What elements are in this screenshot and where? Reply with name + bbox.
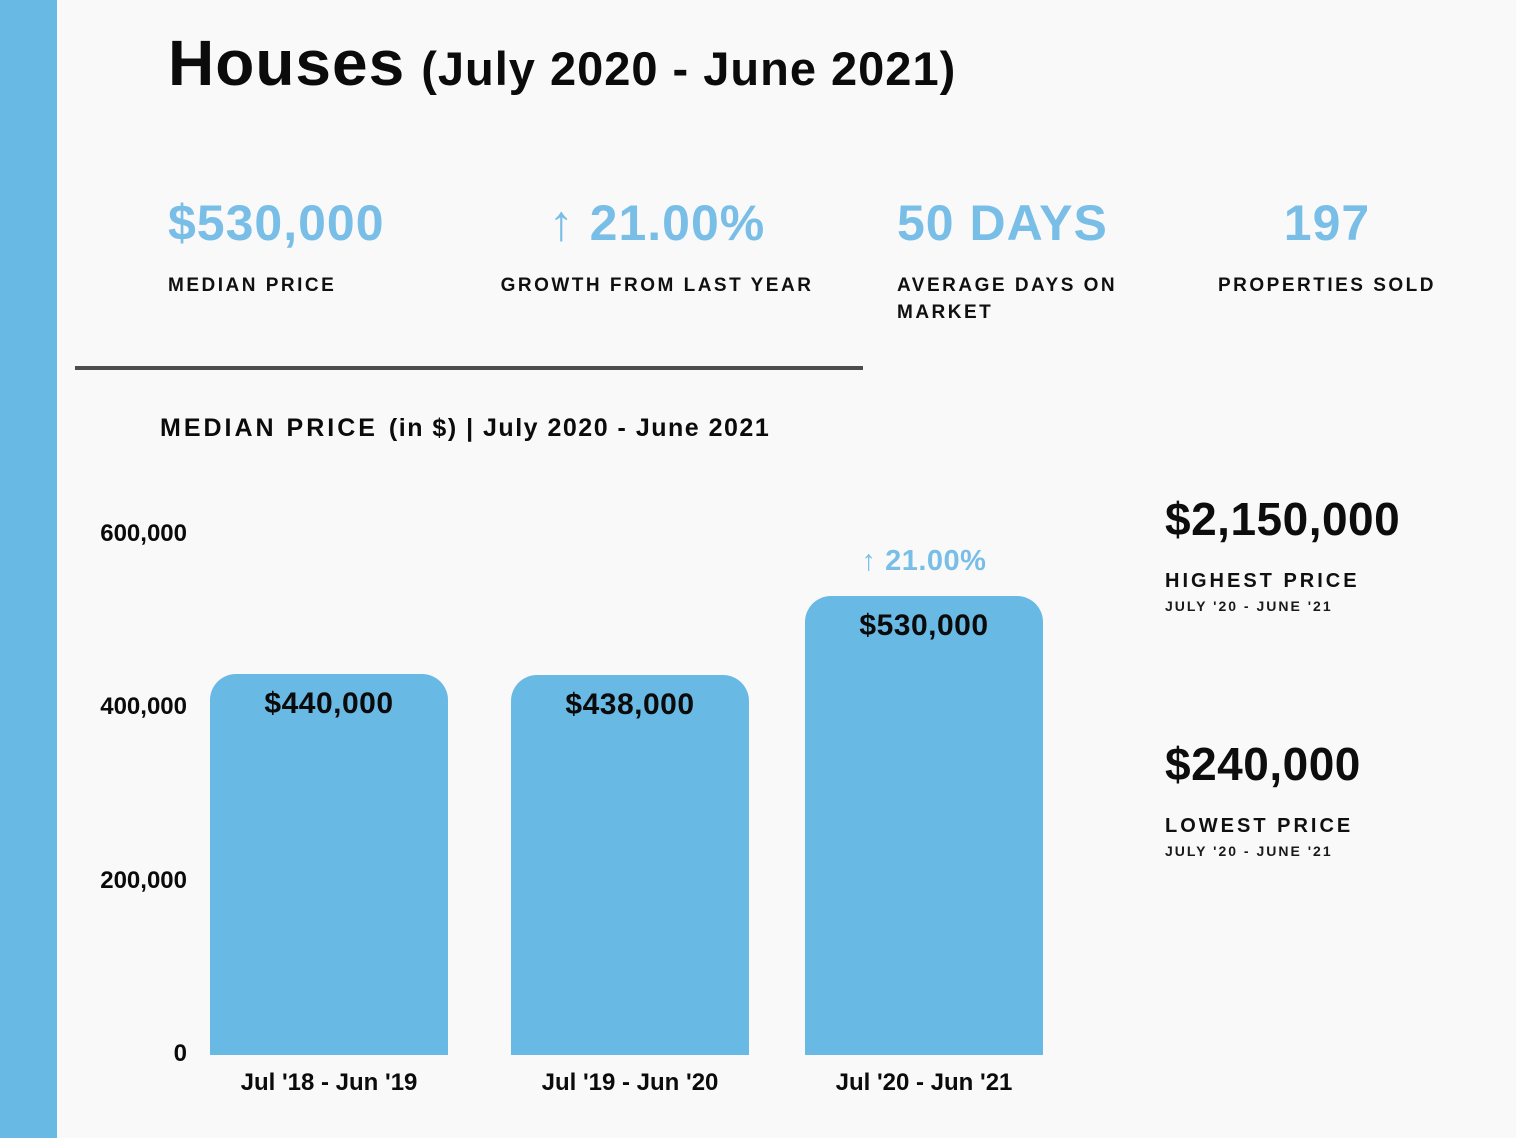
stat-median-price-label: MEDIAN PRICE	[168, 275, 337, 296]
y-axis-tick: 600,000	[100, 520, 187, 547]
page-title: Houses (July 2020 - June 2021)	[168, 26, 956, 100]
stat-properties-sold-label: PROPERTIES SOLD	[1217, 275, 1437, 296]
y-axis-tick: 0	[173, 1040, 187, 1067]
y-axis-tick: 400,000	[100, 693, 187, 721]
bar-Jul '18 - Jun '19	[210, 673, 448, 1055]
stat-growth-value: ↑ 21.00%	[548, 195, 766, 251]
bar-value-label: $438,000	[565, 688, 695, 722]
stat-growth-label: GROWTH FROM LAST YEAR	[500, 275, 814, 296]
stat-days-on-market-label: AVERAGE DAYS ON MARKET	[897, 275, 1118, 323]
bar-Jul '20 - Jun '21	[805, 595, 1043, 1055]
stat-highest-price-value: $2,150,000	[1165, 493, 1401, 545]
stat-highest-price: $2,150,000 HIGHEST PRICE JULY '20 - JUNE…	[1165, 492, 1510, 614]
stat-days-on-market-value: 50 DAYS	[897, 195, 1108, 251]
page-title-main: Houses	[168, 27, 406, 99]
x-axis-label: Jul '18 - Jun '19	[240, 1069, 418, 1096]
x-axis-label: Jul '19 - Jun '20	[541, 1069, 719, 1096]
bar-value-label: $440,000	[264, 686, 394, 720]
stat-properties-sold-value: 197	[1283, 195, 1371, 251]
stat-properties-sold: 197 PROPERTIES SOLD	[1213, 196, 1441, 300]
stat-highest-price-label: HIGHEST PRICE	[1165, 570, 1360, 592]
stat-lowest-price-value: $240,000	[1165, 738, 1361, 790]
stat-days-on-market: 50 DAYS AVERAGE DAYS ON MARKET	[897, 196, 1147, 326]
chart-title-emphasis: MEDIAN PRICE	[160, 414, 378, 442]
y-axis-tick: 200,000	[100, 866, 187, 894]
chart-title: MEDIAN PRICE (in $) | July 2020 - June 2…	[160, 414, 770, 443]
growth-annotation: ↑ 21.00%	[861, 544, 987, 577]
chart-title-rest: (in $) | July 2020 - June 2021	[388, 414, 771, 442]
stat-lowest-price-period: JULY '20 - JUNE '21	[1165, 843, 1333, 859]
stat-median-price-value: $530,000	[168, 195, 385, 251]
x-axis-label: Jul '20 - Jun '21	[835, 1069, 1013, 1096]
page-title-period: (July 2020 - June 2021)	[421, 42, 957, 95]
stat-growth: ↑ 21.00% GROWTH FROM LAST YEAR	[487, 196, 827, 300]
stat-median-price: $530,000 MEDIAN PRICE	[168, 196, 468, 300]
bar-value-label: $530,000	[859, 608, 989, 642]
stat-highest-price-period: JULY '20 - JUNE '21	[1165, 598, 1333, 614]
left-accent-stripe	[0, 0, 57, 1138]
stat-lowest-price: $240,000 LOWEST PRICE JULY '20 - JUNE '2…	[1165, 737, 1510, 859]
stat-lowest-price-label: LOWEST PRICE	[1165, 815, 1354, 837]
bar-Jul '19 - Jun '20	[511, 675, 749, 1055]
section-divider	[75, 366, 863, 370]
